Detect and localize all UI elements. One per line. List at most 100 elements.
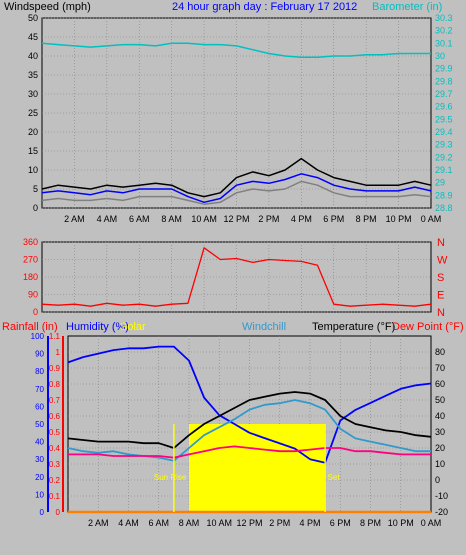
humidity-tick-label: 80 xyxy=(35,367,44,376)
windspeed-series-line xyxy=(41,157,432,198)
x-tick-label: 2 AM xyxy=(88,518,109,528)
x-tick-label: 10 PM xyxy=(388,518,414,528)
rainfall-tick-label: 0.8 xyxy=(49,380,61,389)
x-tick-label: 10 AM xyxy=(191,214,217,224)
solar-legend-label: Solar xyxy=(120,321,146,333)
barometer-tick-label: 29.1 xyxy=(435,165,453,175)
sunrise-label: Sun Rise xyxy=(154,473,187,482)
barometer-tick-label: 29 xyxy=(435,178,445,188)
rainfall-tick-label: 0.3 xyxy=(49,460,61,469)
barometer-tick-label: 29.9 xyxy=(435,64,453,74)
windspeed-axis-label: Windspeed (mph) xyxy=(4,1,91,13)
windspeed-tick-label: 40 xyxy=(28,51,38,61)
temperature-tick-label: 30 xyxy=(435,427,445,437)
temperature-tick-label: 60 xyxy=(435,379,445,389)
windspeed-tick-label: 15 xyxy=(28,146,38,156)
barometer-series-line xyxy=(41,42,431,59)
rainfall-tick-label: 1.1 xyxy=(49,332,61,341)
temperature-tick-label: 80 xyxy=(435,347,445,357)
x-tick-label: 0 AM xyxy=(421,214,442,224)
rainfall-tick-label: 0.1 xyxy=(49,492,61,501)
x-tick-label: 4 PM xyxy=(291,214,312,224)
temperature-tick-label: 0 xyxy=(435,475,440,485)
humidity-tick-label: 60 xyxy=(35,402,44,411)
x-tick-label: 6 AM xyxy=(129,214,150,224)
wind-direction-tick-label: 360 xyxy=(23,237,38,247)
barometer-tick-label: 28.8 xyxy=(435,203,453,213)
rainfall-tick-label: 0.6 xyxy=(49,412,61,421)
temperature-tick-label: 50 xyxy=(435,395,445,405)
x-tick-label: 2 PM xyxy=(258,214,279,224)
barometer-tick-label: 30 xyxy=(435,51,445,61)
x-tick-label: 6 AM xyxy=(148,518,169,528)
temperature-axis-label: Temperature (°F) xyxy=(312,321,395,333)
rainfall-tick-label: 1 xyxy=(56,348,61,357)
humidity-tick-label: 30 xyxy=(35,455,44,464)
barometer-tick-label: 29.3 xyxy=(435,140,453,150)
windspeed-tick-label: 10 xyxy=(28,165,38,175)
x-tick-label: 0 AM xyxy=(421,518,442,528)
wind-direction-tick-label: 270 xyxy=(23,255,38,265)
wind-direction-tick-label: 90 xyxy=(28,290,38,300)
temperature-tick-label: 40 xyxy=(435,411,445,421)
x-tick-label: 8 PM xyxy=(356,214,377,224)
compass-label: N xyxy=(437,237,445,249)
windspeed-tick-label: 0 xyxy=(33,203,38,213)
windspeed-series-line xyxy=(41,180,432,205)
barometer-tick-label: 29.4 xyxy=(435,127,453,137)
x-tick-label: 12 PM xyxy=(223,214,249,224)
temperature-tick-label: 70 xyxy=(435,363,445,373)
humidity-tick-label: 10 xyxy=(35,490,44,499)
x-tick-label: 4 PM xyxy=(299,518,320,528)
rainfall-tick-label: 0.5 xyxy=(49,428,61,437)
x-tick-label: 10 AM xyxy=(206,518,232,528)
barometer-tick-label: 29.5 xyxy=(435,114,453,124)
wind-direction-series-line xyxy=(41,247,432,307)
temperature-series-line xyxy=(68,445,431,459)
windspeed-tick-label: 20 xyxy=(28,127,38,137)
x-tick-label: 4 AM xyxy=(118,518,139,528)
windspeed-tick-label: 25 xyxy=(28,108,38,118)
rainfall-tick-label: 0 xyxy=(56,508,61,517)
barometer-tick-label: 29.6 xyxy=(435,102,453,112)
sunset-label: Sun Set xyxy=(311,473,340,482)
barometer-tick-label: 30.3 xyxy=(435,13,453,23)
compass-label: S xyxy=(437,272,444,284)
windchill-legend-label: Windchill xyxy=(242,321,286,333)
barometer-tick-label: 29.2 xyxy=(435,152,453,162)
temperature-series-line xyxy=(67,399,431,462)
barometer-tick-label: 30.2 xyxy=(435,26,453,36)
rainfall-tick-label: 0.2 xyxy=(49,476,61,485)
barometer-axis-label: Barometer (in) xyxy=(372,1,442,13)
temperature-tick-label: 10 xyxy=(435,459,445,469)
windspeed-series-line xyxy=(41,173,432,204)
x-tick-label: 10 PM xyxy=(386,214,412,224)
windspeed-tick-label: 5 xyxy=(33,184,38,194)
temperature-tick-label: -20 xyxy=(435,507,448,517)
barometer-tick-label: 28.9 xyxy=(435,190,453,200)
barometer-tick-label: 29.7 xyxy=(435,89,453,99)
x-tick-label: 6 PM xyxy=(323,214,344,224)
rainfall-tick-label: 0.7 xyxy=(49,396,61,405)
x-tick-label: 8 AM xyxy=(179,518,200,528)
dewpoint-axis-label: Dew Point (°F) xyxy=(392,321,464,333)
humidity-tick-label: 100 xyxy=(31,332,45,341)
humidity-tick-label: 50 xyxy=(35,420,44,429)
windspeed-tick-label: 50 xyxy=(28,13,38,23)
x-tick-label: 12 PM xyxy=(236,518,262,528)
rainfall-tick-label: 0.4 xyxy=(49,444,61,453)
humidity-series-line xyxy=(67,345,432,464)
humidity-tick-label: 20 xyxy=(35,473,44,482)
humidity-tick-label: 70 xyxy=(35,385,44,394)
x-tick-label: 8 PM xyxy=(360,518,381,528)
wind-direction-tick-label: 180 xyxy=(23,272,38,282)
humidity-tick-label: 90 xyxy=(35,350,44,359)
compass-label: E xyxy=(437,290,444,302)
x-tick-label: 2 PM xyxy=(269,518,290,528)
compass-label: W xyxy=(437,255,448,267)
rainfall-tick-label: 0.9 xyxy=(49,364,61,373)
windspeed-tick-label: 30 xyxy=(28,89,38,99)
solar-area xyxy=(189,424,326,512)
